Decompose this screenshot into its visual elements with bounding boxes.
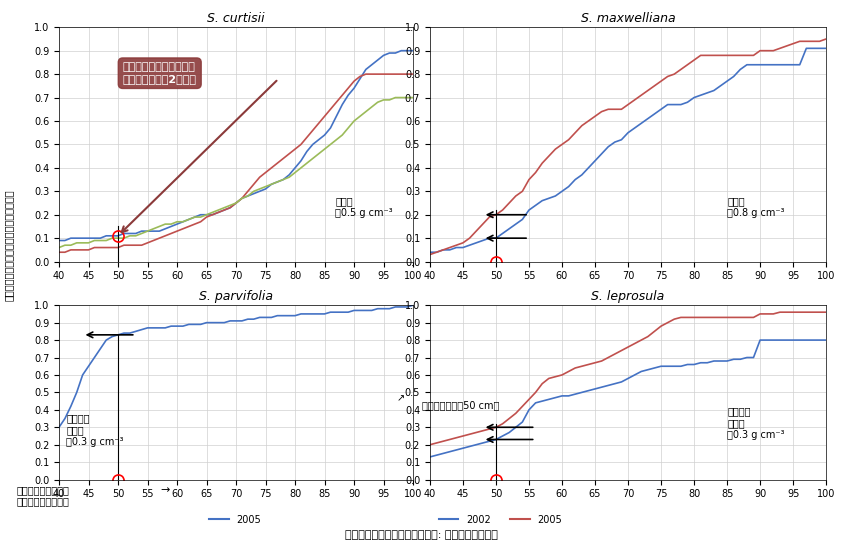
Text: 早生樹種
材密度
約0.3 g cm⁻³: 早生樹種 材密度 約0.3 g cm⁻³ [727, 407, 785, 440]
Title: S. leprosula: S. leprosula [592, 289, 664, 302]
Text: 解析のための種子を
採取した一齐開花年: 解析のための種子を 採取した一齐開花年 [17, 485, 70, 507]
Text: 抚伐を行う際の伐採基準（直径: センチメートル）: 抚伐を行う際の伐採基準（直径: センチメートル） [345, 530, 498, 540]
Text: 現行抚伐基準（50 cm）: 現行抚伐基準（50 cm） [422, 401, 499, 410]
Title: S. curtisii: S. curtisii [207, 11, 265, 25]
Text: 早生樹種
材密度
約0.3 g cm⁻³: 早生樹種 材密度 約0.3 g cm⁻³ [66, 413, 124, 446]
Text: ↗: ↗ [396, 393, 405, 404]
Text: 現行基準では母樹に到達
する他殖花粉は2割以下: 現行基準では母樹に到達 する他殖花粉は2割以下 [123, 63, 196, 84]
Text: 抚伐前と比較した抚伐後の他家花粉の割合: 抚伐前と比較した抚伐後の他家花粉の割合 [3, 190, 13, 301]
Title: S. parvifolia: S. parvifolia [199, 289, 273, 302]
Legend: 2002, 2005: 2002, 2005 [435, 308, 566, 326]
Legend: 2005: 2005 [206, 511, 266, 529]
Text: 材密度
約0.5 g cm⁻³: 材密度 約0.5 g cm⁻³ [336, 196, 393, 217]
Title: S. maxwelliana: S. maxwelliana [581, 11, 675, 25]
Text: →: → [160, 486, 169, 495]
Legend: 2002, 2005: 2002, 2005 [435, 511, 566, 529]
Text: 材密度
約0.8 g cm⁻³: 材密度 約0.8 g cm⁻³ [727, 196, 785, 217]
Legend: 1998, 2002, 2005: 1998, 2002, 2005 [64, 308, 266, 326]
